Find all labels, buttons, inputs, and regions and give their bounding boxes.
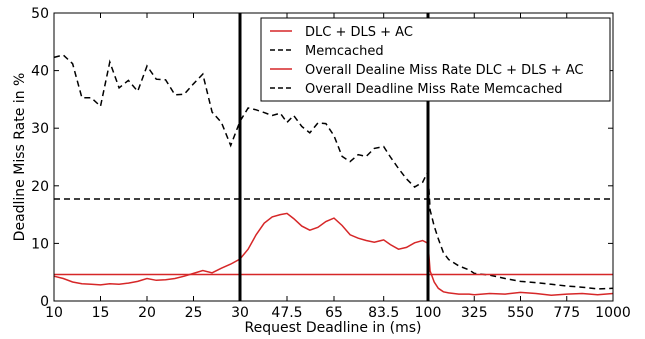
legend-label: DLC + DLS + AC (305, 25, 413, 40)
legend-box (260, 17, 611, 102)
y-axis-label: Deadline Miss Rate in % (12, 73, 28, 242)
x-axis-label: Request Deadline in (ms) (245, 320, 422, 336)
x-tick-label: 550 (507, 305, 534, 321)
legend-label: Overall Dealine Miss Rate DLC + DLS + AC (305, 63, 584, 78)
x-tick-label: 47.5 (271, 305, 302, 321)
x-tick-label: 20 (138, 305, 156, 321)
series-line-2 (53, 54, 614, 290)
y-tick-label: 40 (31, 64, 49, 80)
y-tick-label: 10 (31, 236, 49, 252)
x-tick-label: 100 (415, 305, 442, 321)
x-tick-label: 775 (553, 305, 580, 321)
x-tick-label: 325 (461, 305, 488, 321)
x-tick-label: 1000 (595, 305, 631, 321)
y-tick-label: 30 (31, 121, 49, 137)
x-tick-label: 15 (92, 305, 110, 321)
legend-label: Memcached (305, 44, 384, 59)
x-tick-label: 25 (185, 305, 203, 321)
x-tick-label: 65 (325, 305, 343, 321)
y-tick-label: 50 (31, 6, 49, 22)
x-tick-label: 83.5 (368, 305, 399, 321)
y-tick-label: 20 (31, 179, 49, 195)
legend-label: Overall Deadline Miss Rate Memcached (305, 82, 563, 97)
series-layer (53, 54, 614, 296)
x-tick-label: 10 (45, 305, 63, 321)
series-line-1 (53, 212, 614, 296)
y-tick-label: 0 (40, 294, 49, 310)
x-tick-label: 30 (231, 305, 249, 321)
legend: DLC + DLS + AC Memcached Overall Dealine M… (260, 17, 611, 102)
